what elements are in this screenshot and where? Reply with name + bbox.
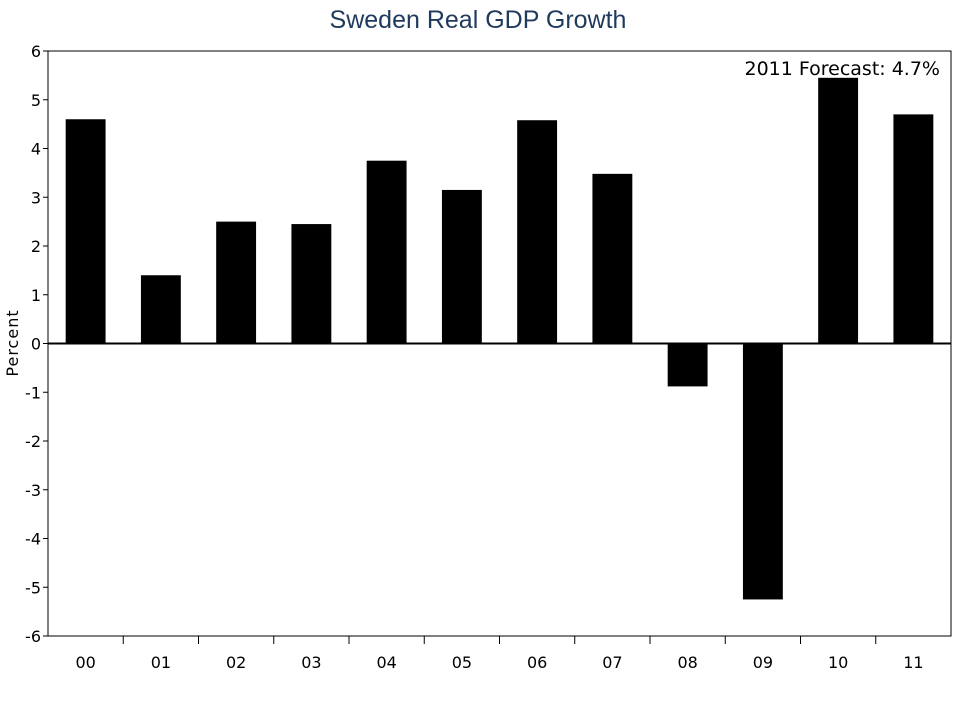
y-tick-label: -6 — [25, 627, 41, 646]
x-tick-label: 04 — [376, 653, 396, 672]
bar-10 — [818, 77, 859, 344]
x-axis: 00 01 02 03 04 05 06 07 08 09 10 11 — [75, 636, 924, 672]
bar-05 — [441, 189, 482, 344]
y-tick-label: -4 — [25, 530, 41, 549]
bar-09 — [742, 343, 783, 600]
bar-06 — [517, 120, 558, 344]
bar-07 — [592, 173, 633, 344]
y-axis: -6 -5 -4 -3 -2 -1 0 1 2 3 4 5 6 — [25, 42, 48, 646]
x-tick-label: 06 — [527, 653, 547, 672]
y-tick-label: -1 — [25, 383, 41, 402]
bar-04 — [366, 160, 407, 344]
y-tick-label: -5 — [25, 578, 41, 597]
bar-series — [65, 77, 934, 600]
y-tick-label: 3 — [31, 188, 41, 207]
x-tick-label: 11 — [903, 653, 923, 672]
bar-01 — [140, 275, 181, 344]
bar-00 — [65, 119, 106, 344]
y-tick-label: 1 — [31, 286, 41, 305]
x-tick-label: 03 — [301, 653, 321, 672]
y-tick-label: -2 — [25, 432, 41, 451]
x-tick-label: 01 — [151, 653, 171, 672]
x-tick-label: 10 — [828, 653, 848, 672]
y-tick-label: -3 — [25, 481, 41, 500]
x-tick-label: 09 — [753, 653, 773, 672]
y-tick-label: 4 — [31, 140, 41, 159]
bar-08 — [667, 343, 708, 387]
y-tick-label: 5 — [31, 91, 41, 110]
x-tick-label: 00 — [75, 653, 95, 672]
bar-02 — [216, 221, 257, 344]
x-tick-label: 07 — [602, 653, 622, 672]
bar-03 — [291, 224, 332, 344]
x-tick-label: 02 — [226, 653, 246, 672]
y-axis-title: Percent — [3, 309, 22, 376]
bar-11 — [893, 114, 934, 344]
y-tick-label: 0 — [31, 335, 41, 354]
x-tick-label: 05 — [452, 653, 472, 672]
chart-title: Sweden Real GDP Growth — [330, 6, 627, 34]
forecast-annotation: 2011 Forecast: 4.7% — [744, 58, 940, 80]
y-tick-label: 2 — [31, 237, 41, 256]
x-tick-label: 08 — [677, 653, 697, 672]
y-tick-label: 6 — [31, 42, 41, 61]
